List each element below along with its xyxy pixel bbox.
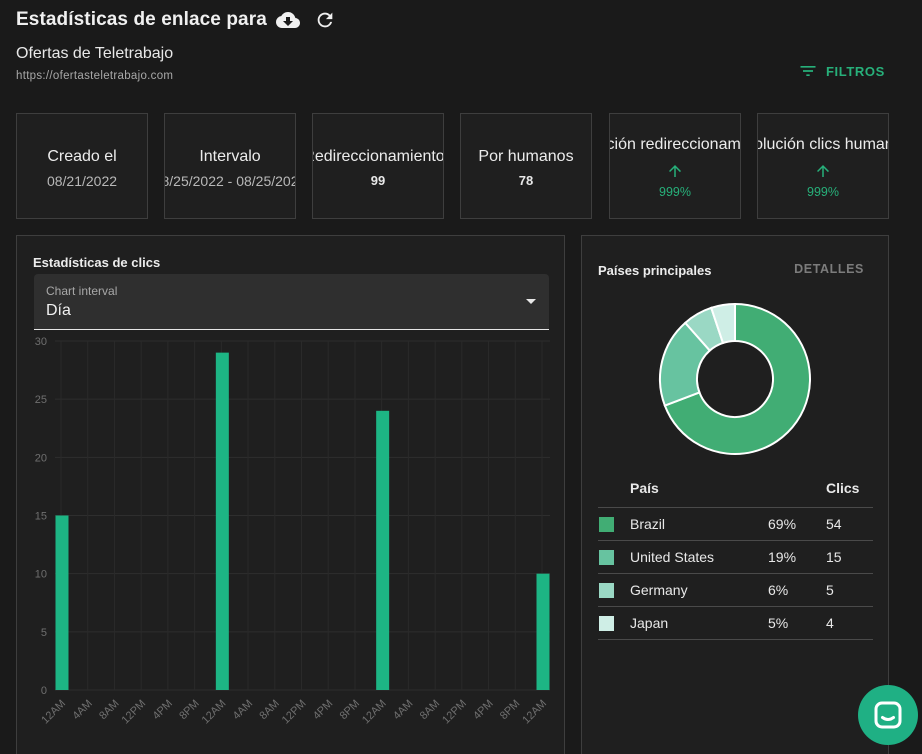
x-tick-label: 12PM bbox=[119, 698, 148, 727]
card-humans-label: Por humanos bbox=[478, 148, 574, 165]
x-tick-label: 8PM bbox=[338, 698, 362, 722]
x-tick-label: 12AM bbox=[39, 698, 68, 727]
country-clicks: 15 bbox=[826, 540, 873, 574]
arrow-up-icon bbox=[669, 165, 681, 177]
table-row[interactable]: Germany 6% 5 bbox=[598, 573, 873, 607]
column-header-clicks: Clics bbox=[826, 470, 873, 508]
chart-interval-select[interactable]: Chart interval Día bbox=[34, 274, 549, 330]
countries-panel-title: Países principales bbox=[598, 263, 712, 278]
card-humans-value: 78 bbox=[518, 173, 534, 188]
y-tick-label: 0 bbox=[41, 685, 47, 697]
clicks-panel-title: Estadísticas de clics bbox=[33, 255, 161, 270]
x-tick-label: 12PM bbox=[280, 698, 309, 727]
column-header-country: País bbox=[630, 470, 768, 508]
table-row[interactable]: Brazil 69% 54 bbox=[598, 507, 873, 541]
countries-donut-chart bbox=[659, 302, 811, 455]
filter-list-icon bbox=[800, 66, 816, 76]
color-swatch bbox=[599, 549, 614, 565]
country-name: Brazil bbox=[630, 507, 768, 541]
countries-panel: Países principales DETALLES País Clics B… bbox=[581, 235, 889, 754]
link-name: Ofertas de Teletrabajo bbox=[16, 45, 174, 62]
card-redirects-label: Redireccionamientos bbox=[313, 148, 444, 165]
chat-launcher-button[interactable] bbox=[858, 685, 918, 745]
card-redirects-value: 99 bbox=[370, 173, 386, 188]
clicks-panel: Estadísticas de clics Chart interval Día… bbox=[16, 235, 565, 754]
details-button[interactable]: DETALLES bbox=[794, 262, 864, 276]
card-created-label: Creado el bbox=[47, 148, 117, 165]
color-swatch bbox=[599, 516, 614, 532]
cloud-download-icon[interactable] bbox=[275, 8, 300, 32]
y-tick-label: 10 bbox=[35, 569, 47, 581]
card-human-evolution-value: 999% bbox=[807, 185, 839, 199]
x-tick-label: 8AM bbox=[257, 698, 281, 722]
y-tick-label: 20 bbox=[35, 452, 47, 464]
table-row[interactable]: United States 19% 15 bbox=[598, 540, 873, 574]
country-name: United States bbox=[630, 540, 768, 574]
x-tick-label: 4PM bbox=[471, 698, 495, 722]
card-created-value: 08/21/2022 bbox=[46, 173, 118, 189]
country-clicks: 4 bbox=[826, 606, 873, 640]
y-tick-label: 30 bbox=[35, 336, 47, 348]
card-interval-label: Intervalo bbox=[199, 148, 261, 165]
x-tick-label: 8AM bbox=[97, 698, 121, 722]
donut-slice[interactable] bbox=[709, 302, 736, 345]
card-redirect-evolution-value: 999% bbox=[659, 185, 691, 199]
country-percent: 19% bbox=[768, 540, 826, 574]
countries-table: País Clics Brazil 69% 54 United States 1… bbox=[598, 470, 873, 640]
chart-interval-label: Chart interval bbox=[46, 284, 118, 298]
x-tick-label: 12PM bbox=[440, 698, 469, 727]
x-tick-label: 4PM bbox=[311, 698, 335, 722]
refresh-icon[interactable] bbox=[313, 8, 337, 32]
card-human-evolution: Evolución clics humanos 999% bbox=[757, 113, 889, 219]
y-tick-label: 5 bbox=[41, 627, 47, 639]
donut-slice[interactable] bbox=[663, 302, 811, 455]
country-clicks: 54 bbox=[826, 507, 873, 541]
x-tick-label: 4AM bbox=[70, 698, 94, 722]
country-clicks: 5 bbox=[826, 573, 873, 607]
x-tick-label: 8AM bbox=[418, 698, 442, 722]
link-url[interactable]: https://ofertasteletrabajo.com bbox=[16, 70, 174, 82]
table-header-row: País Clics bbox=[598, 470, 873, 508]
arrow-up-icon bbox=[817, 165, 829, 177]
country-name: Germany bbox=[630, 573, 768, 607]
card-created: Creado el 08/21/2022 bbox=[16, 113, 148, 219]
x-tick-label: 4PM bbox=[151, 698, 175, 722]
x-tick-label: 4AM bbox=[231, 698, 255, 722]
filters-label: FILTROS bbox=[826, 63, 885, 79]
card-human-evolution-label: Evolución clics humanos bbox=[758, 136, 888, 153]
country-name: Japan bbox=[630, 606, 768, 640]
x-tick-label: 4AM bbox=[391, 698, 415, 722]
card-interval: Intervalo 08/25/2022 - 08/25/2022 bbox=[164, 113, 296, 219]
card-interval-value: 08/25/2022 - 08/25/2022 bbox=[165, 173, 295, 189]
chart-interval-value: Día bbox=[46, 302, 71, 319]
x-tick-label: 12AM bbox=[200, 698, 229, 727]
page-header: Estadísticas de enlace para bbox=[16, 8, 337, 32]
country-percent: 5% bbox=[768, 606, 826, 640]
country-percent: 6% bbox=[768, 573, 826, 607]
chart-bar[interactable] bbox=[215, 352, 229, 690]
card-humans: Por humanos 78 bbox=[460, 113, 592, 219]
x-tick-label: 12AM bbox=[520, 698, 549, 727]
table-row[interactable]: Japan 5% 4 bbox=[598, 606, 873, 640]
x-tick-label: 8PM bbox=[177, 698, 201, 722]
chart-bar[interactable] bbox=[536, 573, 550, 690]
chart-bar[interactable] bbox=[376, 410, 390, 690]
card-redirect-evolution: Evolución redireccionamientos 999% bbox=[609, 113, 741, 219]
filters-button[interactable]: FILTROS bbox=[798, 61, 885, 81]
color-swatch bbox=[599, 582, 614, 598]
color-swatch bbox=[599, 615, 614, 631]
y-tick-label: 15 bbox=[35, 511, 47, 523]
country-percent: 69% bbox=[768, 507, 826, 541]
chart-bar[interactable] bbox=[55, 515, 69, 691]
y-tick-label: 25 bbox=[35, 394, 47, 406]
chat-icon bbox=[874, 701, 902, 729]
x-tick-label: 8PM bbox=[498, 698, 522, 722]
x-tick-label: 12AM bbox=[360, 698, 389, 727]
chevron-down-icon bbox=[526, 299, 536, 304]
card-redirect-evolution-label: Evolución redireccionamientos bbox=[610, 136, 741, 153]
card-redirects: Redireccionamientos 99 bbox=[312, 113, 444, 219]
page-title: Estadísticas de enlace para bbox=[16, 9, 267, 30]
